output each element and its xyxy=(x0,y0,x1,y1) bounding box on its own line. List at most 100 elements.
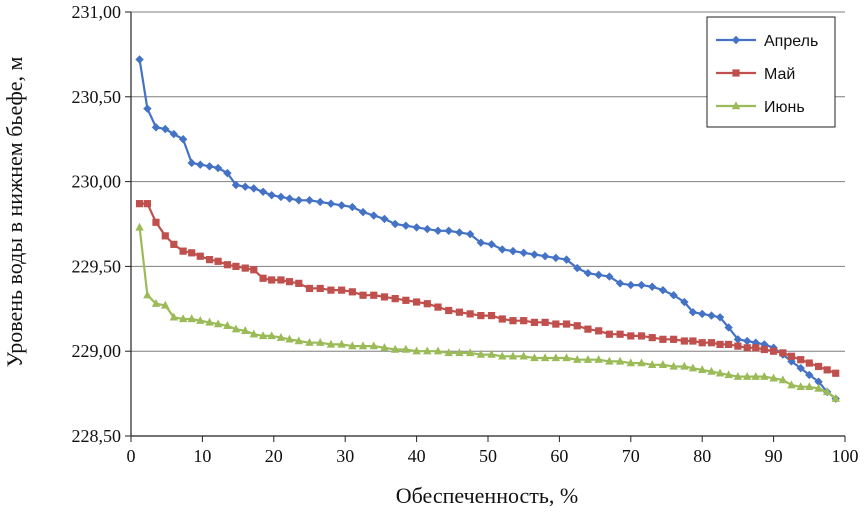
data-point xyxy=(823,366,831,374)
data-point xyxy=(707,366,716,375)
data-point xyxy=(797,356,805,364)
x-tick-label: 10 xyxy=(193,446,211,466)
data-point xyxy=(733,335,743,344)
data-point xyxy=(413,298,421,306)
x-tick-labels: 0 10 20 30 40 50 60 70 80 90 100 xyxy=(127,446,859,466)
data-point xyxy=(707,311,716,320)
data-point xyxy=(725,340,733,349)
data-point xyxy=(669,361,678,370)
data-point xyxy=(498,351,507,360)
data-point xyxy=(616,330,624,338)
data-point xyxy=(715,368,725,377)
data-point xyxy=(259,274,267,282)
data-point xyxy=(498,245,507,254)
data-point xyxy=(327,286,335,294)
data-point xyxy=(232,262,240,270)
data-point xyxy=(187,314,196,323)
data-point xyxy=(573,322,581,330)
axes xyxy=(125,11,846,442)
data-point xyxy=(196,160,205,169)
data-point xyxy=(178,314,188,323)
data-point xyxy=(805,370,814,380)
data-point xyxy=(733,371,743,380)
data-point xyxy=(135,55,144,64)
data-point xyxy=(305,284,314,293)
data-point xyxy=(583,354,593,363)
x-tick-label: 70 xyxy=(622,446,640,466)
data-point xyxy=(169,312,179,321)
data-point xyxy=(178,135,188,144)
data-point xyxy=(135,222,144,231)
data-point xyxy=(519,248,528,258)
data-point xyxy=(698,309,707,319)
data-point xyxy=(627,332,635,340)
data-point xyxy=(285,334,294,343)
data-point xyxy=(316,284,324,293)
data-point xyxy=(615,356,625,365)
data-point xyxy=(369,211,378,220)
data-point xyxy=(487,240,496,249)
data-point xyxy=(433,346,443,355)
data-point xyxy=(648,360,657,368)
y-tick-label: 228,50 xyxy=(72,426,122,446)
data-point xyxy=(455,228,464,237)
legend-label: Апрель xyxy=(764,33,818,50)
data-point xyxy=(476,238,486,247)
data-point xyxy=(465,348,475,357)
data-point xyxy=(658,285,668,295)
data-point xyxy=(401,344,411,353)
data-point xyxy=(680,361,689,370)
x-tick-label: 80 xyxy=(693,446,711,466)
y-tick-label: 230,50 xyxy=(72,87,122,107)
data-point xyxy=(724,370,733,379)
data-point xyxy=(348,341,357,350)
data-point xyxy=(562,353,571,362)
x-tick-label: 90 xyxy=(765,446,783,466)
data-point xyxy=(187,158,196,168)
data-point xyxy=(338,286,346,294)
data-point xyxy=(814,383,823,392)
data-point xyxy=(205,317,214,326)
data-point xyxy=(391,295,399,303)
legend-items: Апрель Май Июнь xyxy=(716,33,818,116)
data-point xyxy=(223,168,232,178)
gridlines xyxy=(131,11,845,352)
data-point xyxy=(143,290,152,299)
data-point xyxy=(358,341,368,350)
data-point xyxy=(250,266,258,274)
data-point xyxy=(412,223,421,232)
data-point xyxy=(822,387,832,396)
data-point xyxy=(277,276,285,284)
x-tick-label: 50 xyxy=(479,446,497,466)
data-point xyxy=(770,347,778,355)
data-point xyxy=(734,342,742,350)
data-point xyxy=(401,221,411,230)
data-point xyxy=(605,356,614,365)
data-point xyxy=(276,332,286,341)
data-point xyxy=(169,129,179,139)
legend-item: Апрель xyxy=(716,33,818,50)
data-point xyxy=(551,253,561,263)
data-point xyxy=(231,324,241,333)
data-point xyxy=(370,291,378,299)
data-point xyxy=(605,272,614,281)
data-point xyxy=(594,354,603,363)
data-point xyxy=(689,337,697,345)
legend: Апрель Май Июнь xyxy=(706,16,836,128)
data-point xyxy=(530,353,539,362)
data-point xyxy=(316,197,325,207)
data-point xyxy=(161,124,170,134)
data-point xyxy=(143,104,152,113)
series-1 xyxy=(135,55,840,403)
data-point xyxy=(359,291,367,299)
data-point xyxy=(135,200,144,208)
data-point xyxy=(605,330,613,338)
data-point xyxy=(669,291,678,300)
data-point xyxy=(530,318,539,326)
data-point xyxy=(477,311,485,320)
data-point xyxy=(326,199,336,208)
data-point xyxy=(680,337,688,345)
y-tick-label: 230,00 xyxy=(72,172,122,192)
legend-item: Май xyxy=(716,66,795,83)
y-tick-labels: 228,50 229,00 229,50 230,00 230,50 231,00 xyxy=(72,2,122,446)
